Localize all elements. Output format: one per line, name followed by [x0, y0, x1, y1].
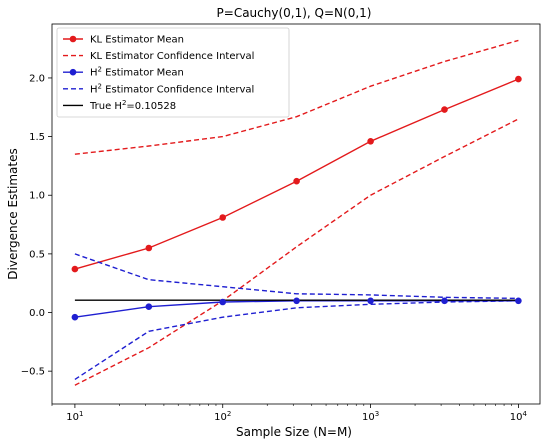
legend-swatch-marker [69, 35, 77, 43]
legend-label: KL Estimator Mean [90, 35, 184, 46]
plot-frame [51, 23, 541, 405]
data-point [219, 298, 226, 306]
data-point [441, 297, 448, 305]
x-axis-title: Sample Size (N=M) [236, 425, 352, 439]
legend-swatch-marker [69, 68, 77, 76]
data-point [219, 214, 226, 221]
legend-label: H2 Estimator Confidence Interval [90, 82, 254, 95]
y-axis-ticks: −0.5 0.0 0.5 1.0 1.5 2.0 [21, 73, 52, 378]
data-point [367, 297, 374, 305]
y-tick-label: 0.0 [29, 308, 45, 319]
y-tick-label: 2.0 [29, 73, 45, 84]
legend-box [56, 27, 290, 118]
plot-markers [71, 75, 522, 321]
data-point [71, 265, 79, 273]
x-tick-label: 104 [510, 410, 528, 423]
x-tick-label: 102 [214, 410, 231, 423]
legend: KL Estimator Mean KL Estimator Confidence… [56, 27, 290, 118]
series-line-1 [74, 39, 519, 155]
x-axis-ticks: 101 102 103 104 [51, 404, 528, 423]
legend-label: KL Estimator Confidence Interval [90, 51, 254, 62]
series-line-5 [74, 300, 519, 380]
series-line-4 [74, 253, 519, 300]
series-line-2 [74, 118, 519, 386]
y-tick-label: 1.5 [29, 132, 45, 143]
y-axis-title: Divergence Estimates [6, 148, 20, 279]
data-point [145, 303, 153, 311]
data-point [441, 106, 448, 113]
x-tick-label: 101 [66, 410, 83, 423]
legend-label: H2 Estimator Mean [90, 66, 184, 79]
data-point [367, 138, 374, 145]
y-tick-label: 0.5 [29, 249, 45, 260]
data-point [293, 297, 300, 305]
data-point [515, 75, 522, 83]
data-point [71, 313, 79, 321]
data-point [293, 177, 300, 185]
chart-title: P=Cauchy(0,1), Q=N(0,1) [217, 6, 372, 20]
x-tick-label: 103 [362, 410, 379, 423]
y-tick-label: −0.5 [21, 367, 45, 378]
data-point [145, 244, 153, 252]
legend-label: True H2=0.10528 [89, 99, 176, 112]
data-point [515, 297, 522, 305]
y-tick-label: 1.0 [29, 191, 45, 202]
